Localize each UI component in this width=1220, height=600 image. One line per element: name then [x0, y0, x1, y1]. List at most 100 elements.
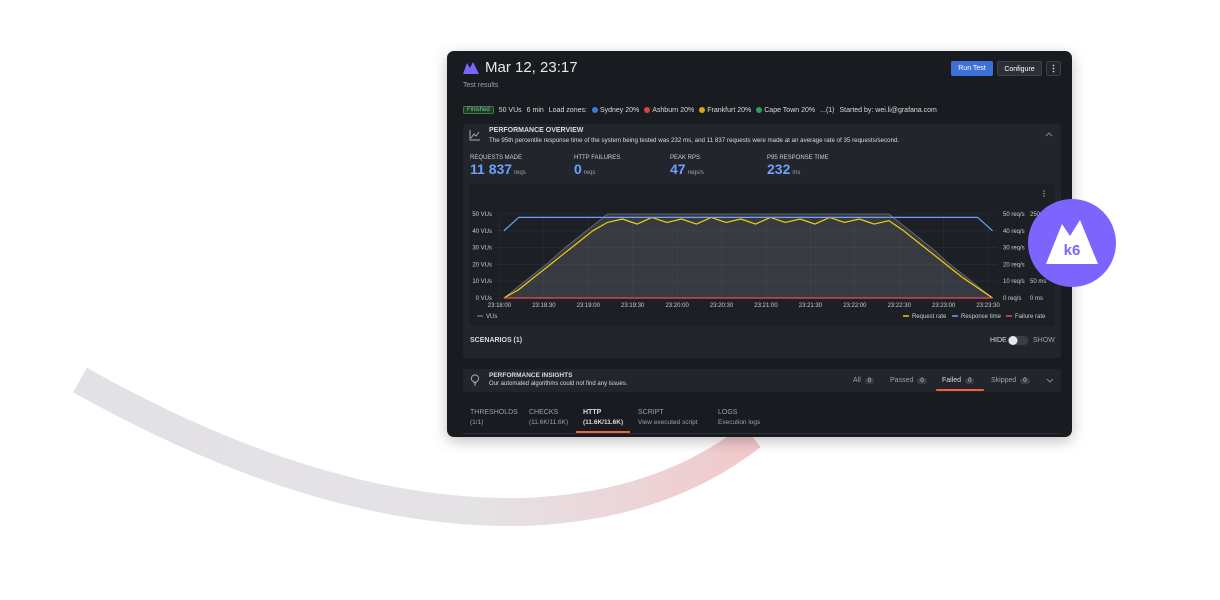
- x-tick-label: 23:23:30: [976, 303, 1000, 309]
- tab-label: HTTP: [583, 409, 602, 416]
- y2-tick-label: 10 req/s: [1003, 279, 1025, 285]
- hide-label: HIDE: [990, 337, 1007, 344]
- zone-label: Ashburn 20%: [652, 106, 695, 114]
- tabs-divider: [463, 433, 1061, 434]
- tab[interactable]: SCRIPT View executed script: [638, 409, 698, 426]
- tab-detail: Execution logs: [718, 419, 761, 426]
- overview-icon: [469, 130, 480, 141]
- collapse-chevron[interactable]: [1045, 131, 1053, 137]
- metric-unit: reqs: [514, 170, 526, 176]
- x-tick-label: 23:21:00: [754, 303, 778, 309]
- filter[interactable]: All 0: [853, 377, 875, 384]
- x-tick-label: 23:19:30: [621, 303, 645, 309]
- y3-tick-label: 0 ms: [1030, 296, 1043, 302]
- x-tick-label: 23:18:00: [488, 303, 512, 309]
- status-row: Finished 50 VUs 6 min Load zones: Sydney…: [463, 106, 937, 114]
- filter-label: Skipped: [991, 377, 1017, 384]
- more-zones[interactable]: ...(1): [820, 106, 835, 114]
- filter-count: 0: [917, 378, 927, 384]
- zone-label: Cape Town 20%: [764, 106, 816, 114]
- x-tick-label: 23:18:30: [532, 303, 556, 309]
- filter[interactable]: Passed 0: [890, 377, 927, 384]
- zone: Sydney 20%: [591, 106, 640, 114]
- metric-value: 47: [670, 161, 686, 177]
- y2-tick-label: 0 req/s: [1003, 296, 1021, 302]
- legend-label: Response time: [961, 314, 1002, 320]
- metric-unit: reqs: [583, 170, 596, 176]
- zone: Frankfurt 20%: [699, 106, 752, 114]
- started-by: Started by: wei.li@grafana.com: [839, 106, 937, 114]
- tab[interactable]: LOGS Execution logs: [718, 409, 760, 426]
- filter[interactable]: Skipped 0: [991, 377, 1030, 384]
- y-tick-label: 20 VUs: [472, 262, 492, 268]
- legend-label: Failure rate: [1015, 314, 1046, 320]
- insights-description: Our automated algorithms could not find …: [489, 381, 628, 387]
- filter-active[interactable]: Failed 0: [942, 377, 975, 384]
- x-tick-label: 23:20:30: [710, 303, 734, 309]
- active-tab-underline: [576, 431, 630, 433]
- overview-description: The 95th percentile response time of the…: [489, 137, 900, 144]
- y-tick-label: 30 VUs: [472, 246, 492, 252]
- toggle[interactable]: [1007, 335, 1029, 346]
- zone: Ashburn 20%: [644, 106, 695, 114]
- zone-label: Sydney 20%: [599, 106, 640, 114]
- legend-label: VUs: [486, 314, 497, 320]
- vus: 50 VUs: [498, 106, 522, 114]
- filter-label: Failed: [942, 377, 962, 384]
- metric-unit: reqs/s: [687, 170, 704, 176]
- run-test-button[interactable]: Run Test: [951, 61, 993, 76]
- tab-active[interactable]: HTTP (11.6K/11.6K): [583, 409, 623, 426]
- y-tick-label: 40 VUs: [472, 229, 492, 235]
- expand-chevron[interactable]: [1046, 378, 1054, 384]
- metric: PEAK RPS 47 reqs/s: [670, 155, 704, 179]
- y-tick-label: 10 VUs: [472, 279, 492, 285]
- x-tick-label: 23:20:00: [665, 303, 689, 309]
- metric-label: REQUESTS MADE: [470, 155, 523, 161]
- metric: P95 RESPONSE TIME 232 ms: [767, 155, 829, 179]
- y3-tick-label: 50 ms: [1030, 279, 1046, 285]
- k6-text: k6: [1064, 242, 1081, 259]
- tab-label: LOGS: [718, 409, 738, 416]
- zone-label: Frankfurt 20%: [707, 106, 752, 114]
- tab[interactable]: CHECKS (11.6K/11.6K): [529, 409, 568, 426]
- tab-detail: View executed script: [638, 419, 698, 426]
- swoosh: [73, 367, 761, 527]
- filter-count: 0: [864, 378, 875, 384]
- metric-value: 11 837: [470, 161, 513, 177]
- filter-label: All: [853, 377, 861, 384]
- test-subtitle: Test results: [463, 82, 499, 89]
- tab[interactable]: THRESHOLDS (1/1): [470, 409, 518, 426]
- configure-button[interactable]: Configure: [997, 61, 1042, 76]
- tab-detail: (1/1): [470, 419, 484, 426]
- overview-title: PERFORMANCE OVERVIEW: [489, 127, 584, 134]
- tab-label: THRESHOLDS: [470, 409, 518, 416]
- insights-icon: [470, 374, 480, 386]
- filter-label: Passed: [890, 377, 914, 384]
- metric-value: 232: [767, 161, 791, 177]
- finished-badge: Finished: [463, 106, 494, 114]
- more-menu[interactable]: [1046, 61, 1061, 76]
- filter-count: 0: [965, 378, 975, 384]
- y2-tick-label: 30 req/s: [1003, 246, 1025, 252]
- tab-label: CHECKS: [529, 409, 559, 416]
- area: [503, 214, 993, 298]
- metric-label: PEAK RPS: [670, 155, 701, 161]
- series-line: [503, 216, 993, 299]
- legend-label: Request rate: [912, 314, 947, 320]
- test-title: Mar 12, 23:17: [485, 59, 578, 76]
- scenarios-label[interactable]: SCENARIOS (1): [470, 337, 523, 344]
- active-underline: [936, 389, 984, 391]
- tab-label: SCRIPT: [638, 409, 664, 416]
- y2-tick-label: 50 req/s: [1003, 212, 1025, 218]
- insights-panel: [463, 369, 1061, 392]
- x-tick-label: 23:19:00: [577, 303, 601, 309]
- show-label: SHOW: [1033, 337, 1055, 344]
- load-zones-label: Load zones:: [548, 106, 587, 114]
- grafana-k6-logo: [463, 62, 479, 74]
- chart-panel: [469, 184, 1055, 326]
- tab-detail: (11.6K/11.6K): [529, 419, 569, 426]
- metric-unit: ms: [792, 170, 801, 176]
